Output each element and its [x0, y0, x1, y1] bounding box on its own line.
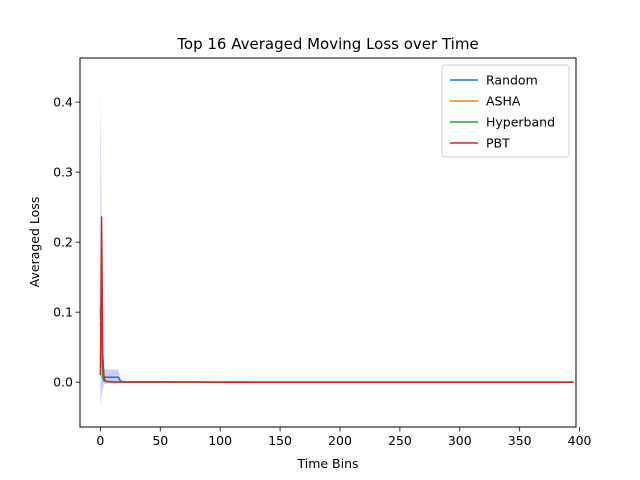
y-tick-label: 0.2	[53, 235, 73, 250]
x-tick-label: 300	[448, 433, 472, 448]
legend-entry-random: Random	[486, 73, 538, 88]
x-tick-label: 200	[328, 433, 352, 448]
x-axis-label: Time Bins	[296, 456, 358, 471]
x-tick-label: 100	[208, 433, 232, 448]
x-tick-label: 0	[96, 433, 104, 448]
series-lines	[99, 216, 574, 383]
legend: Random ASHA Hyperband PBT	[441, 64, 570, 158]
y-axis-label: Averaged Loss	[27, 197, 42, 288]
confidence-bands	[100, 88, 176, 407]
band-series-0	[100, 88, 176, 407]
x-tick-label: 250	[388, 433, 412, 448]
x-tick-label: 150	[268, 433, 292, 448]
y-axis: 0.0 0.1 0.2 0.3 0.4	[53, 95, 80, 390]
legend-entry-pbt: PBT	[486, 136, 510, 151]
legend-box	[441, 64, 570, 158]
x-axis: 0 50 100 150 200 250 300 350 400	[96, 427, 592, 448]
chart-title: Top 16 Averaged Moving Loss over Time	[176, 35, 478, 53]
x-tick-label: 400	[568, 433, 592, 448]
line-series-3	[99, 216, 574, 383]
y-tick-label: 0.3	[53, 165, 73, 180]
legend-entry-asha: ASHA	[486, 94, 521, 109]
y-tick-label: 0.4	[53, 95, 73, 110]
y-tick-label: 0.1	[53, 305, 73, 320]
y-tick-label: 0.0	[53, 375, 73, 390]
legend-entry-hyperband: Hyperband	[486, 115, 555, 130]
x-tick-label: 350	[508, 433, 532, 448]
x-tick-label: 50	[152, 433, 168, 448]
